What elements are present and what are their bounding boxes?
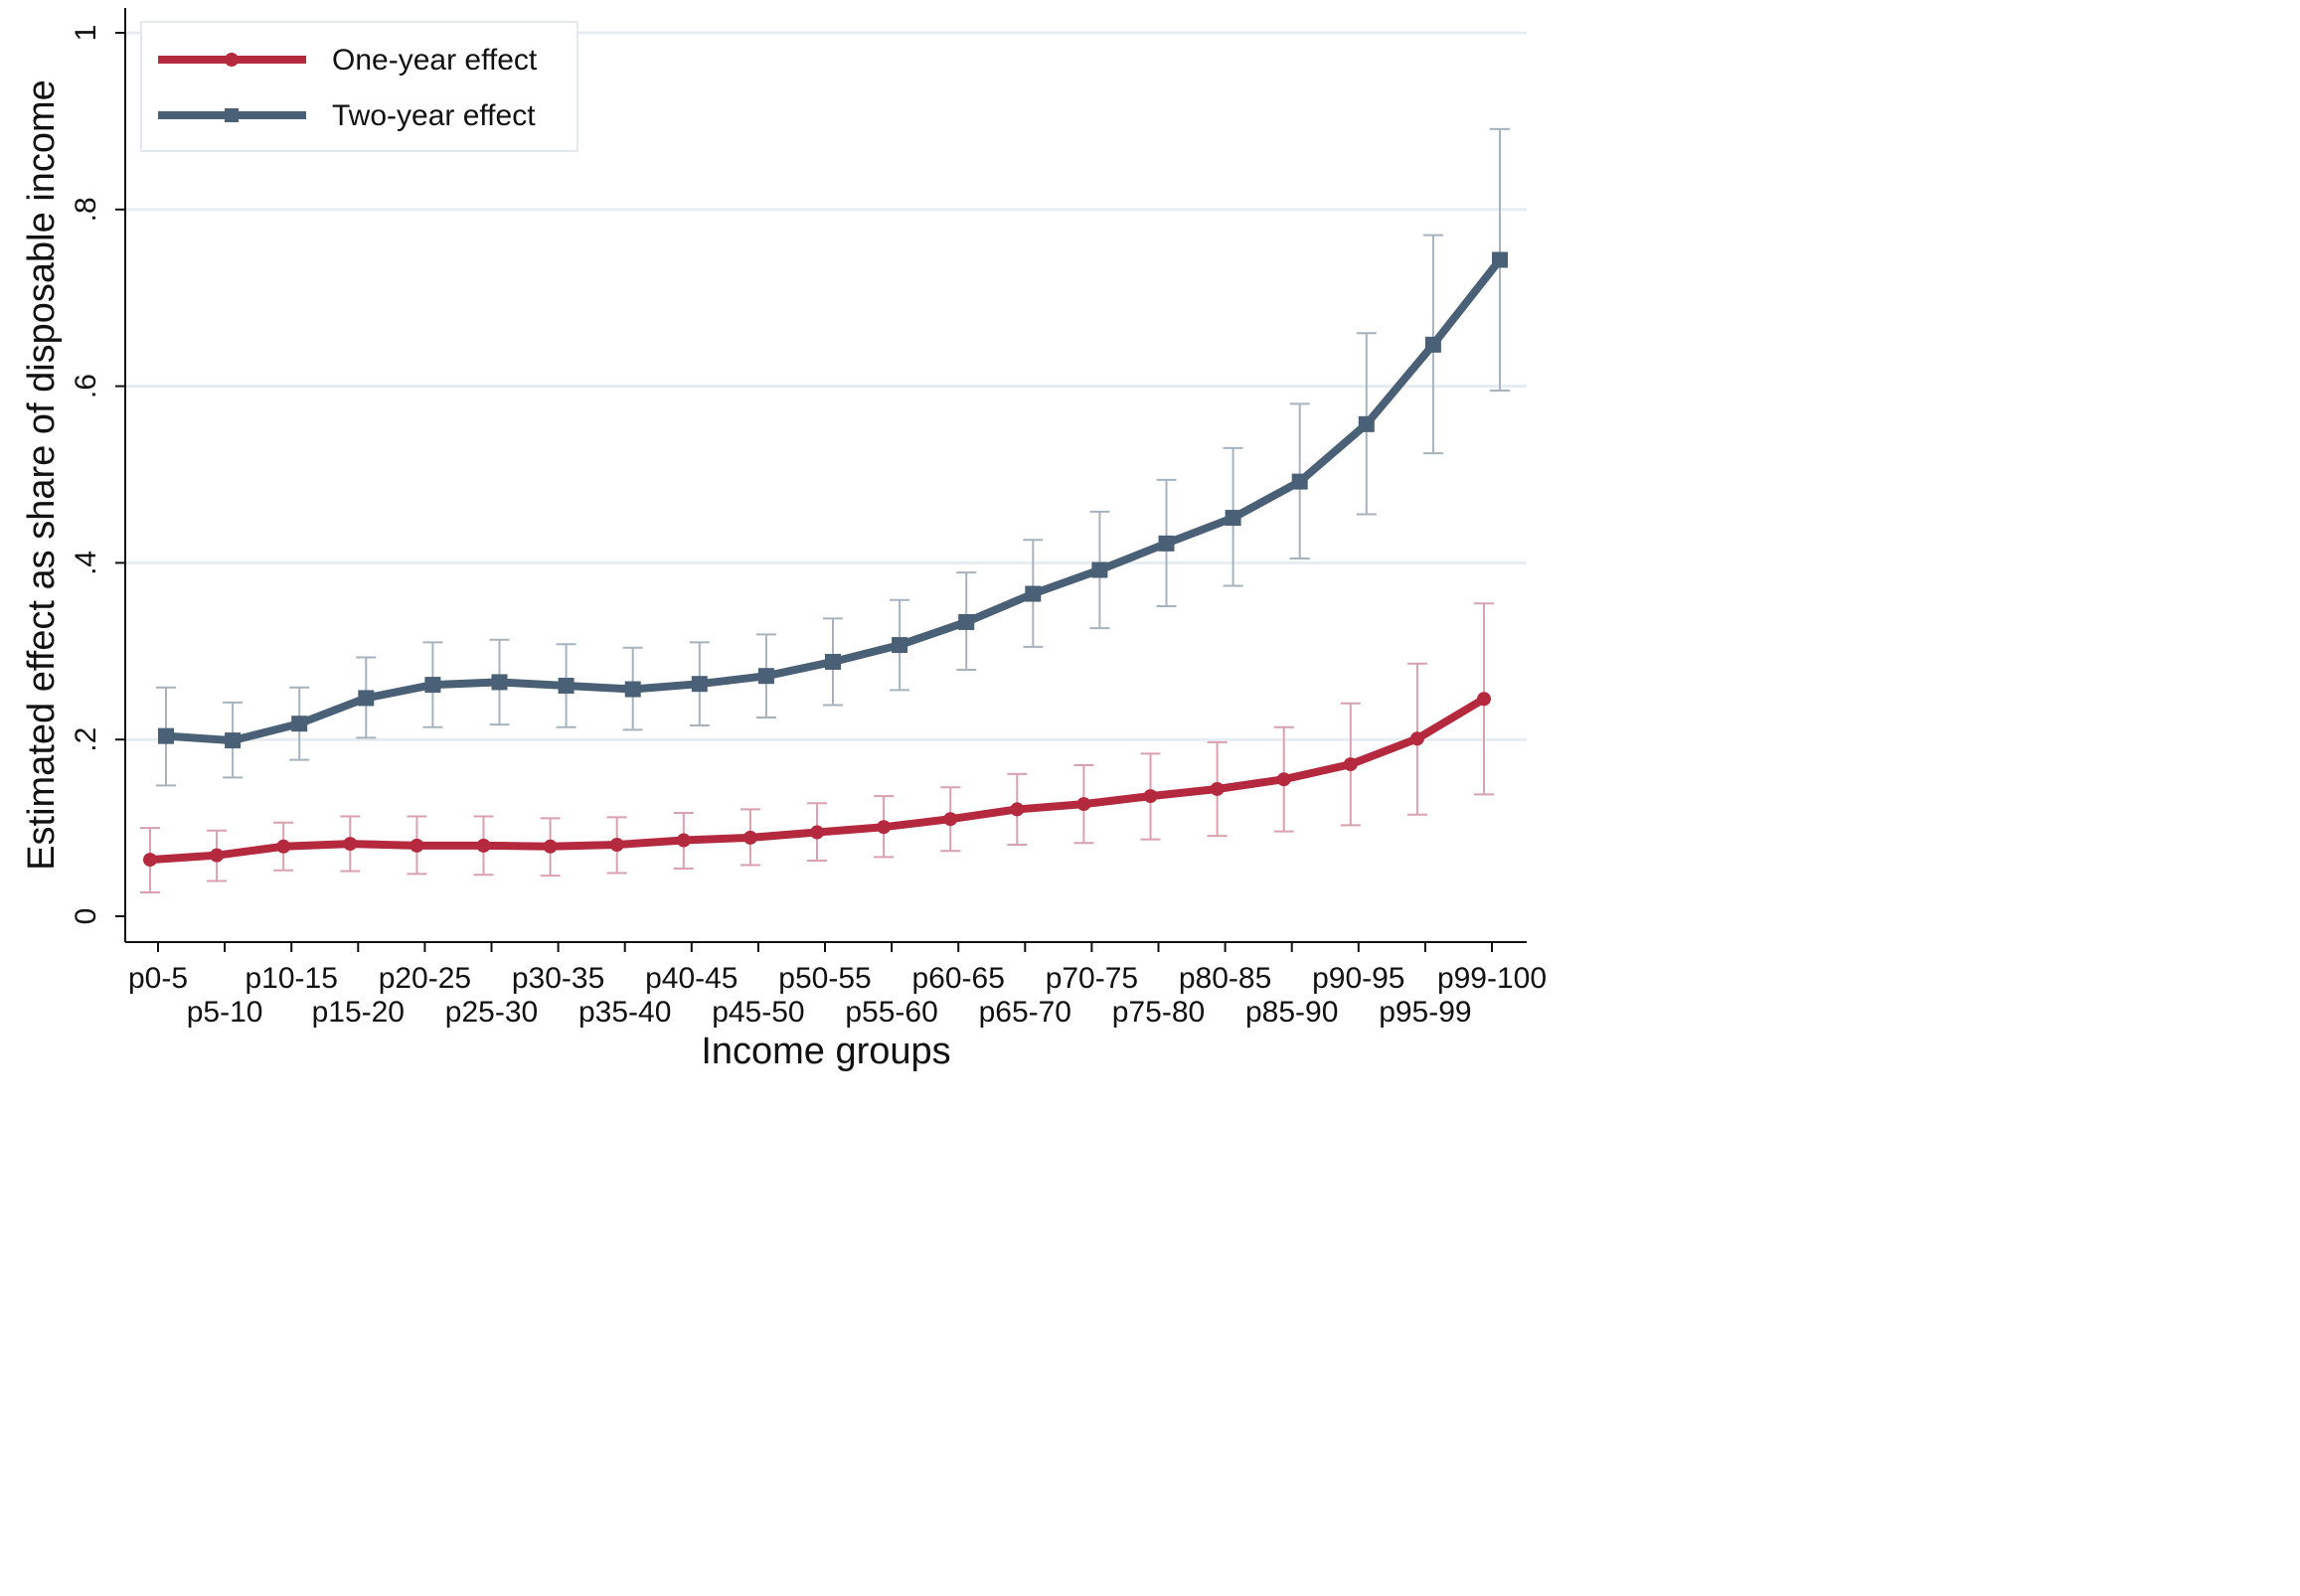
x-tick-label: p25-30 xyxy=(445,996,538,1029)
legend-box xyxy=(140,21,578,152)
legend-label-one-year: One-year effect xyxy=(332,44,538,77)
data-point xyxy=(1143,789,1158,804)
series xyxy=(140,127,1510,893)
data-point xyxy=(1091,561,1108,578)
legend-item-two-year: Two-year effect xyxy=(158,99,536,132)
chart: 0 .2 .4 .6 .8 1 p0-5 p5-10 p10-15 p15-20 p20-25 p2… xyxy=(0,0,1559,1081)
x-tick-label: p70-75 xyxy=(1046,962,1138,995)
legend-marker-two-year xyxy=(225,108,239,122)
data-point xyxy=(1343,757,1358,772)
x-tick-label: p35-40 xyxy=(578,996,671,1029)
data-point xyxy=(558,677,575,694)
data-point xyxy=(958,613,975,630)
data-point xyxy=(609,837,624,852)
x-tick-label: p60-65 xyxy=(911,962,1004,995)
x-axis-ticks: p0-5p5-10p10-15p15-20p20-25p25-30p30-35p… xyxy=(128,942,1547,1029)
x-tick-label: p40-45 xyxy=(645,962,738,995)
data-point xyxy=(877,820,892,835)
data-point xyxy=(158,727,174,744)
legend-label-two-year: Two-year effect xyxy=(332,99,536,132)
data-point xyxy=(1358,415,1375,432)
data-point xyxy=(143,853,157,868)
x-tick-label: p0-5 xyxy=(128,962,188,995)
data-point xyxy=(1010,802,1025,817)
data-point xyxy=(943,812,958,827)
data-point xyxy=(1025,585,1042,602)
x-tick-label: p30-35 xyxy=(512,962,604,995)
x-tick-label: p50-55 xyxy=(778,962,871,995)
y-tick-label: .6 xyxy=(70,374,102,399)
data-point xyxy=(825,653,841,670)
legend-marker-one-year xyxy=(225,53,239,67)
data-point xyxy=(1409,731,1424,746)
data-point xyxy=(757,668,774,685)
x-tick-label: p5-10 xyxy=(187,996,263,1029)
x-tick-label: p20-25 xyxy=(379,962,471,995)
x-tick-label: p55-60 xyxy=(845,996,937,1029)
data-point xyxy=(1210,781,1225,796)
data-point xyxy=(1158,535,1175,552)
x-tick-label: p90-95 xyxy=(1312,962,1404,995)
x-tick-label: p99-100 xyxy=(1437,962,1547,995)
x-tick-label: p95-99 xyxy=(1379,996,1471,1029)
data-point xyxy=(476,838,491,853)
data-point xyxy=(1225,510,1241,527)
data-point xyxy=(491,674,508,691)
data-point xyxy=(543,839,558,854)
data-point xyxy=(1076,797,1091,812)
data-point xyxy=(1291,473,1308,490)
data-point xyxy=(1477,692,1491,707)
data-point xyxy=(624,681,641,698)
x-tick-label: p45-50 xyxy=(712,996,804,1029)
x-tick-label: p80-85 xyxy=(1179,962,1271,995)
data-point xyxy=(358,690,375,707)
data-point xyxy=(210,848,225,863)
y-axis-title: Estimated effect as share of disposable … xyxy=(21,80,63,871)
data-point xyxy=(676,833,691,848)
x-tick-label: p15-20 xyxy=(312,996,405,1029)
data-point xyxy=(291,716,308,732)
y-tick-label: 1 xyxy=(70,25,102,42)
data-point xyxy=(276,839,291,854)
y-axis-ticks: 0 .2 .4 .6 .8 1 xyxy=(70,25,125,925)
data-point xyxy=(1276,772,1291,787)
x-tick-label: p65-70 xyxy=(979,996,1071,1029)
line-chart: 0 .2 .4 .6 .8 1 p0-5p5-10p10-15p15-20p20-25p2… xyxy=(21,8,1547,1072)
data-point xyxy=(1424,336,1441,353)
x-axis-title: Income groups xyxy=(701,1031,950,1072)
series-one-year xyxy=(140,602,1494,893)
legend-item-one-year: One-year effect xyxy=(158,44,538,77)
data-point xyxy=(1492,251,1508,268)
y-tick-label: .2 xyxy=(70,727,102,752)
legend: One-year effect Two-year effect xyxy=(140,21,578,152)
data-point xyxy=(343,837,358,852)
series-two-year xyxy=(156,127,1510,787)
x-tick-label: p85-90 xyxy=(1245,996,1338,1029)
data-point xyxy=(892,637,908,654)
data-point xyxy=(691,676,708,693)
data-point xyxy=(810,825,824,840)
x-tick-label: p75-80 xyxy=(1112,996,1205,1029)
y-tick-label: .4 xyxy=(70,551,102,575)
x-tick-label: p10-15 xyxy=(245,962,337,995)
data-point xyxy=(410,838,424,853)
y-tick-label: 0 xyxy=(70,908,102,925)
data-point xyxy=(225,732,242,749)
y-tick-label: .8 xyxy=(70,197,102,222)
data-point xyxy=(742,830,757,845)
data-point xyxy=(424,677,441,694)
